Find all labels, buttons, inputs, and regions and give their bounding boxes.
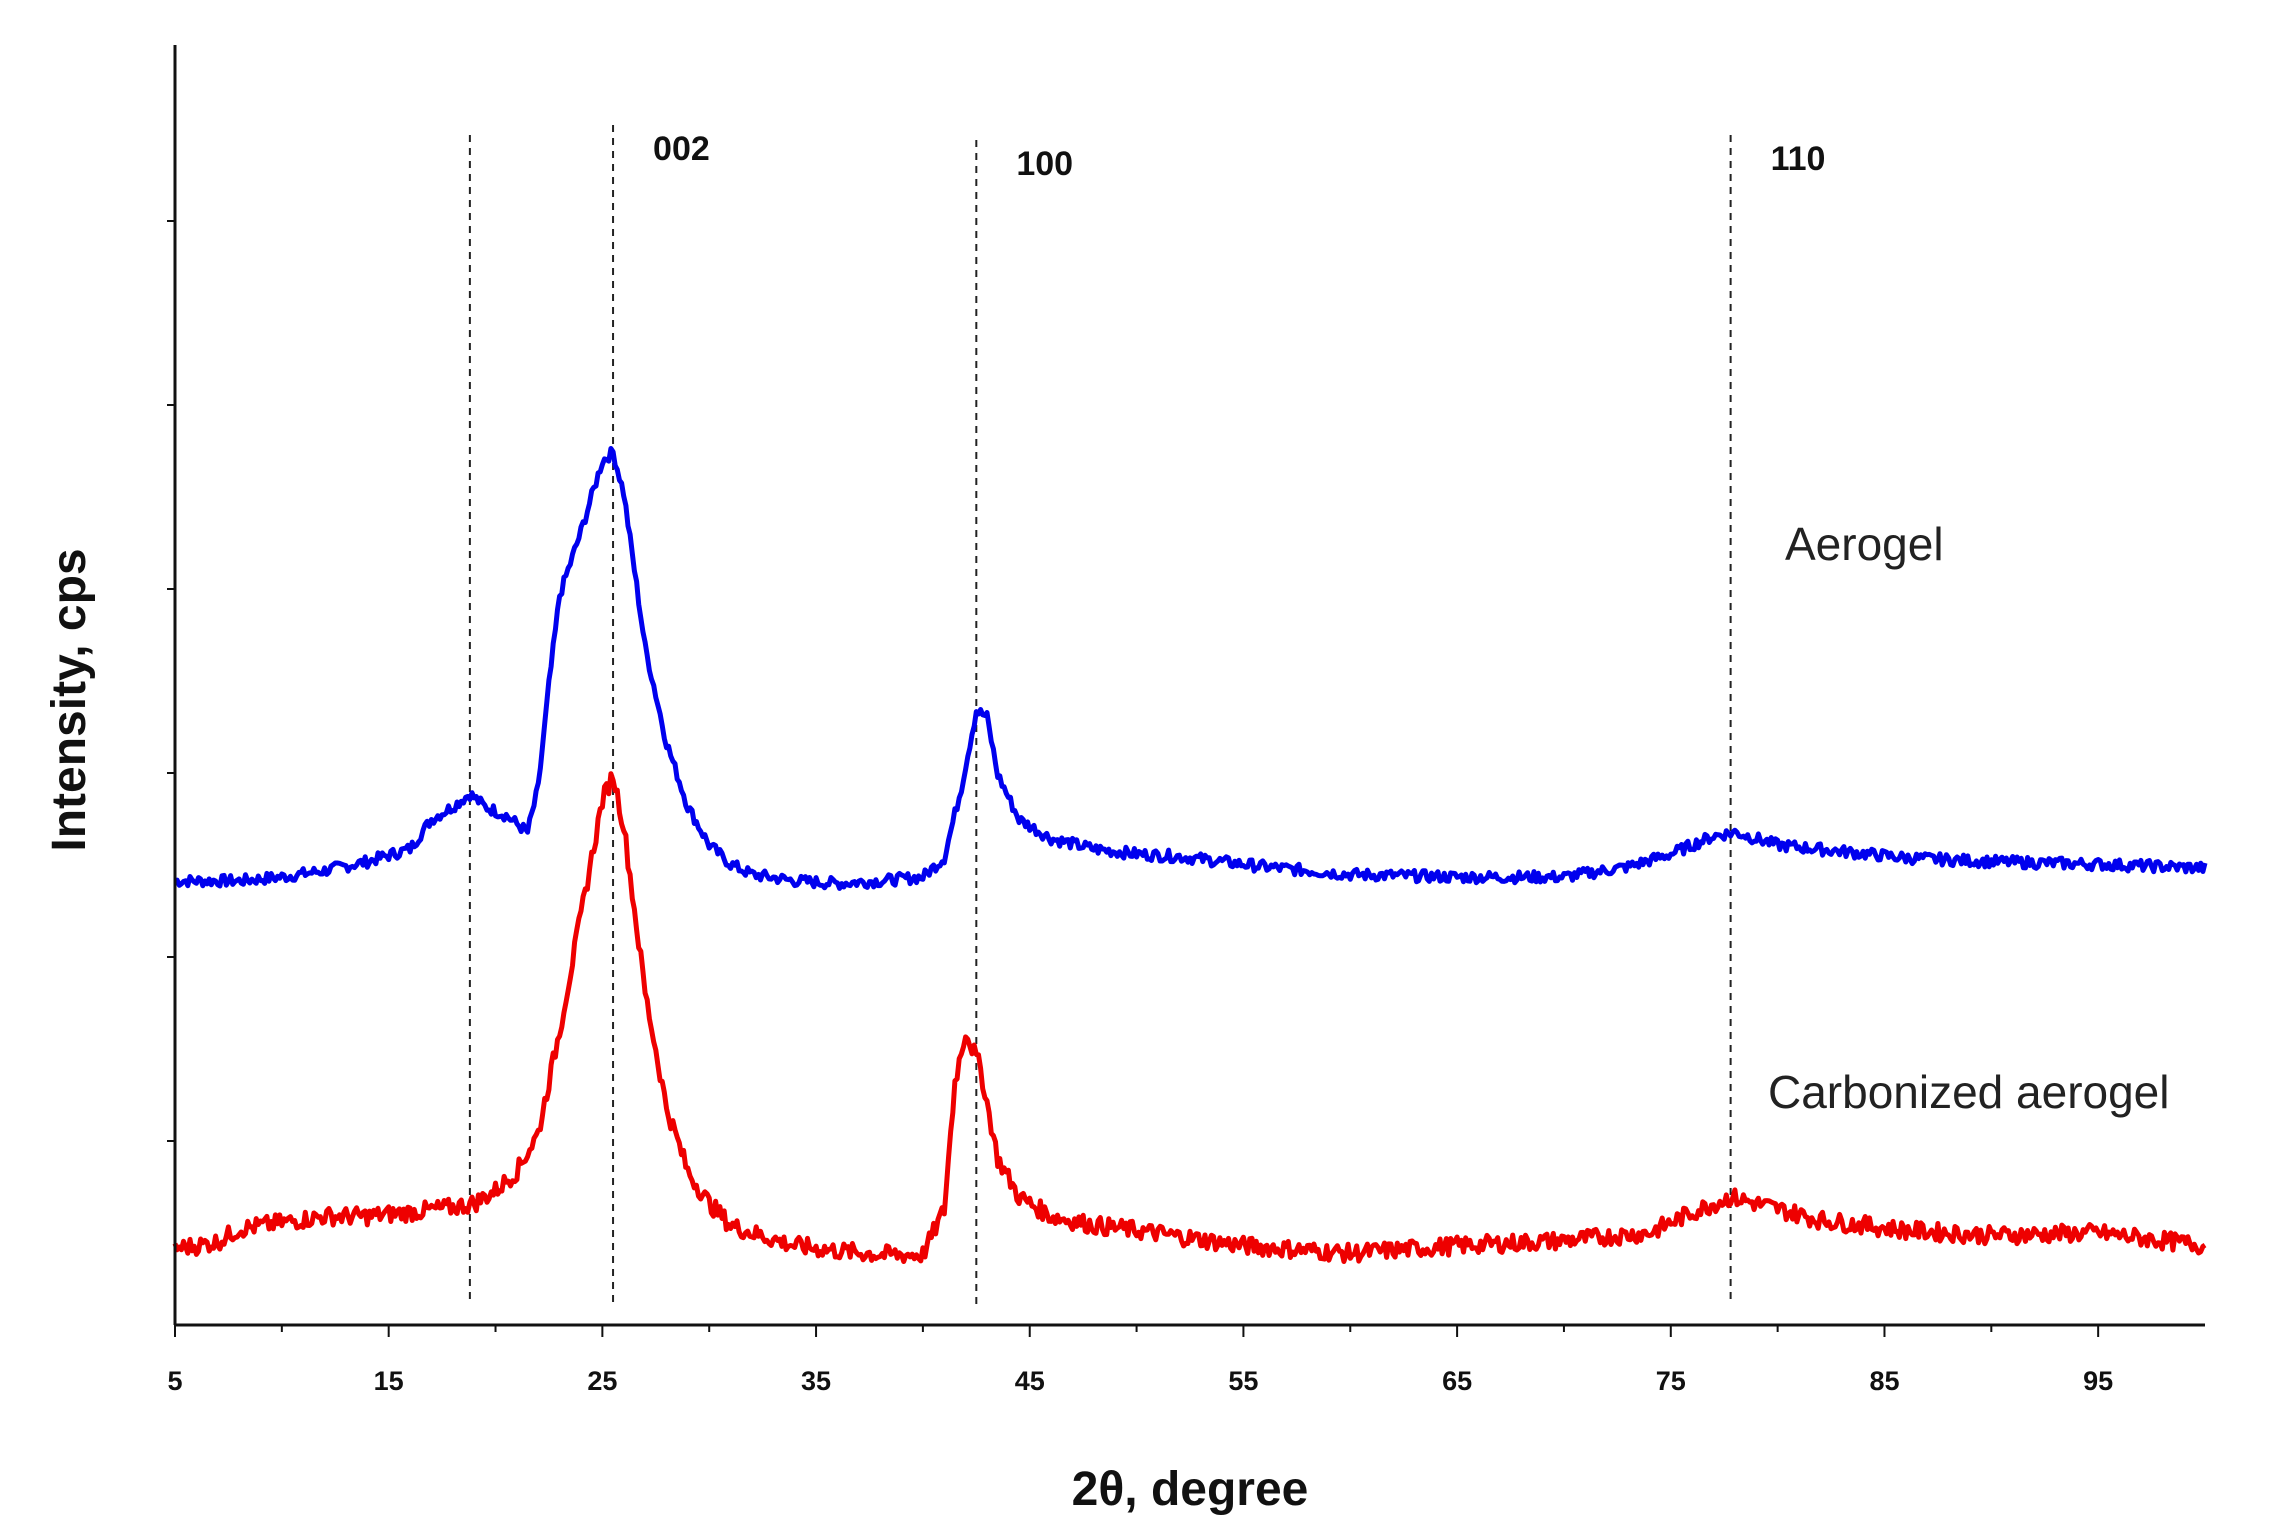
- x-tick-label: 95: [2083, 1366, 2113, 1396]
- peak-label: 100: [1016, 145, 1073, 183]
- reference-lines: [468, 125, 1732, 1305]
- x-tick-label: 65: [1442, 1366, 1472, 1396]
- x-axis-title: 2θ, degree: [1072, 1463, 1309, 1516]
- series-line: [174, 446, 2208, 891]
- series-line: [172, 771, 2207, 1264]
- x-tick-label: 15: [374, 1366, 404, 1396]
- x-tick-label: 5: [167, 1366, 182, 1396]
- series-label: Aerogel: [1785, 518, 1944, 570]
- x-tick-label: 45: [1015, 1366, 1045, 1396]
- series-layer: [172, 446, 2208, 1264]
- peak-label: 002: [653, 130, 710, 168]
- y-axis-title: Intensity, cps: [43, 548, 96, 851]
- x-tick-label: 55: [1228, 1366, 1258, 1396]
- series-labels: Aerogel Carbonized aerogel: [1768, 518, 2170, 1118]
- x-axis-ticks: 5 15 25 35 45 55 65 75 85 95: [167, 1325, 2113, 1396]
- x-tick-label: 25: [587, 1366, 617, 1396]
- x-tick-label: 75: [1656, 1366, 1686, 1396]
- x-tick-label: 35: [801, 1366, 831, 1396]
- peak-labels: 002 100 110: [653, 130, 1825, 183]
- axes: [173, 45, 2205, 1327]
- y-axis-ticks: [167, 220, 175, 1142]
- peak-label: 110: [1771, 140, 1826, 178]
- series-label: Carbonized aerogel: [1768, 1066, 2170, 1118]
- x-tick-label: 85: [1869, 1366, 1899, 1396]
